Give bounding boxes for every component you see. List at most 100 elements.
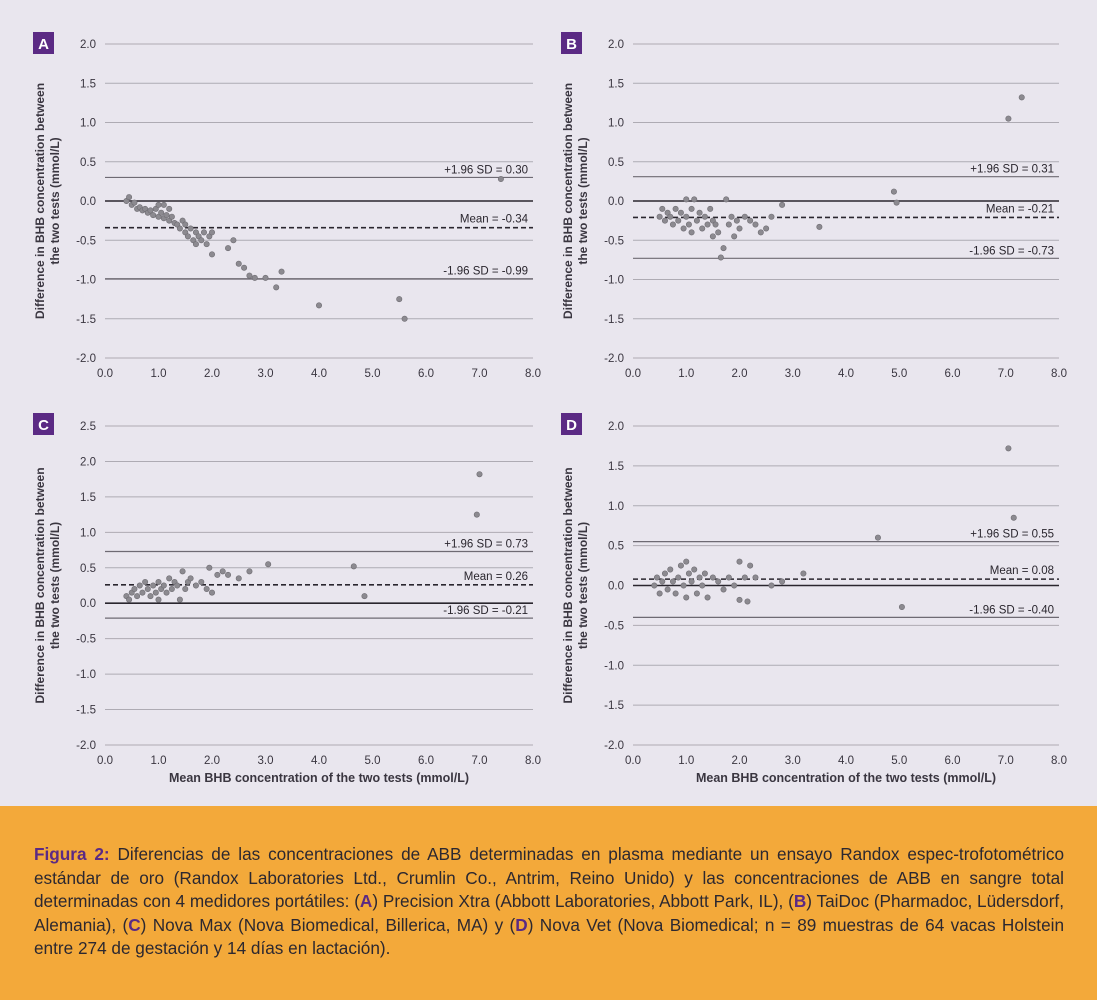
x-tick-label: 1.0 — [151, 368, 167, 380]
data-point — [653, 574, 660, 581]
lower-limit-label: -1.96 SD = -0.99 — [443, 266, 528, 278]
data-point — [672, 205, 679, 212]
x-tick-label: 4.0 — [838, 755, 854, 767]
caption-ref-b: B — [793, 891, 807, 911]
x-tick-label: 0.0 — [97, 755, 113, 767]
y-tick-label: 1.0 — [80, 118, 96, 130]
data-point — [688, 229, 695, 236]
data-point — [1018, 94, 1025, 101]
data-point — [733, 217, 740, 224]
data-point — [669, 221, 676, 228]
data-point — [176, 225, 183, 232]
y-axis-label-line: Difference in BHB concentration between — [561, 83, 575, 319]
y-axis-label: Difference in BHB concentration betweent… — [561, 467, 590, 703]
upper-limit-label: +1.96 SD = 0.55 — [970, 529, 1054, 541]
data-point — [361, 593, 368, 600]
panel-badge — [561, 32, 582, 54]
y-tick-label: 1.0 — [608, 501, 624, 513]
x-tick-label: 3.0 — [258, 755, 274, 767]
data-point — [693, 217, 700, 224]
x-tick-label: 6.0 — [945, 368, 961, 380]
data-point — [1005, 115, 1012, 122]
data-point — [350, 563, 357, 570]
data-point — [163, 589, 170, 596]
x-tick-label: 8.0 — [525, 755, 541, 767]
data-point — [890, 188, 897, 195]
x-tick-label: 0.0 — [97, 368, 113, 380]
data-point — [717, 254, 724, 261]
data-point — [699, 225, 706, 232]
y-tick-label: 2.0 — [608, 39, 624, 51]
data-point — [675, 574, 682, 581]
data-point — [779, 201, 786, 208]
data-point — [731, 582, 738, 589]
y-axis-label-line: the two tests (mmol/L) — [48, 522, 62, 649]
data-point — [752, 574, 759, 581]
lower-limit-label: -1.96 SD = -0.40 — [969, 604, 1054, 616]
y-tick-label: 0.0 — [608, 581, 624, 593]
data-point — [704, 594, 711, 601]
y-axis-label-line: the two tests (mmol/L) — [576, 522, 590, 649]
data-point — [278, 268, 285, 275]
data-point — [677, 209, 684, 216]
data-point — [800, 570, 807, 577]
y-tick-label: 2.0 — [80, 39, 96, 51]
data-point — [203, 241, 210, 248]
data-point — [1010, 514, 1017, 521]
x-tick-label: 8.0 — [1051, 755, 1067, 767]
data-point — [707, 205, 714, 212]
x-tick-label: 1.0 — [678, 755, 694, 767]
data-point — [131, 586, 138, 593]
x-tick-label: 7.0 — [998, 368, 1014, 380]
data-point — [176, 596, 183, 603]
chart-panel-b: 2.01.51.00.50.0-0.5-1.0-1.5-2.00.0 1.0 2.0… — [561, 32, 1067, 380]
y-tick-label: -2.0 — [76, 353, 96, 365]
data-point — [685, 221, 692, 228]
data-point — [142, 578, 149, 585]
data-point — [219, 568, 226, 575]
x-tick-label: 2.0 — [204, 755, 220, 767]
x-tick-label: 5.0 — [891, 755, 907, 767]
data-point — [768, 582, 775, 589]
y-axis-label-line: the two tests (mmol/L) — [576, 137, 590, 264]
data-point — [763, 225, 770, 232]
data-point — [656, 213, 663, 220]
data-point — [155, 596, 162, 603]
x-tick-label: 2.0 — [732, 368, 748, 380]
data-point — [179, 568, 186, 575]
y-axis-label: Difference in BHB concentration betweent… — [33, 83, 62, 319]
data-point — [688, 578, 695, 585]
y-axis-label: Difference in BHB concentration betweent… — [561, 83, 590, 319]
x-tick-label: 7.0 — [472, 368, 488, 380]
x-tick-label: 1.0 — [678, 368, 694, 380]
lower-limit-label: -1.96 SD = -0.73 — [969, 245, 1054, 257]
caption-text-4: ) Nova Max (Nova Biomedical, Billerica, … — [140, 914, 516, 935]
y-tick-label: 1.5 — [608, 461, 624, 473]
y-tick-label: -1.0 — [604, 660, 624, 672]
data-point — [667, 213, 674, 220]
y-tick-label: 0.0 — [608, 196, 624, 208]
data-point — [683, 196, 690, 203]
panel-badge — [33, 32, 54, 54]
data-point — [715, 229, 722, 236]
data-point — [262, 274, 269, 281]
data-point — [152, 589, 159, 596]
data-point — [166, 575, 173, 582]
figure-panel: 2.0 1.5 1.0 0.5 0.0 -0.5 -1.0 -1.5 -2.0 0.0 1.0 2.0… — [0, 0, 1097, 806]
data-point — [155, 201, 162, 208]
x-tick-label: 7.0 — [998, 755, 1014, 767]
data-point — [198, 237, 205, 244]
caption-text-2: ) Precision Xtra (Abbott Laboratories, A… — [372, 891, 794, 911]
data-point — [688, 205, 695, 212]
x-axis-label: Mean BHB concentration of the two tests … — [169, 771, 469, 785]
data-point — [731, 233, 738, 240]
data-point — [709, 574, 716, 581]
data-point — [265, 561, 272, 568]
y-tick-label: 0.5 — [608, 157, 624, 169]
data-point — [166, 205, 173, 212]
data-point — [174, 582, 181, 589]
data-point — [696, 574, 703, 581]
y-tick-label: -0.5 — [76, 235, 96, 247]
data-point — [699, 582, 706, 589]
data-point — [203, 586, 210, 593]
